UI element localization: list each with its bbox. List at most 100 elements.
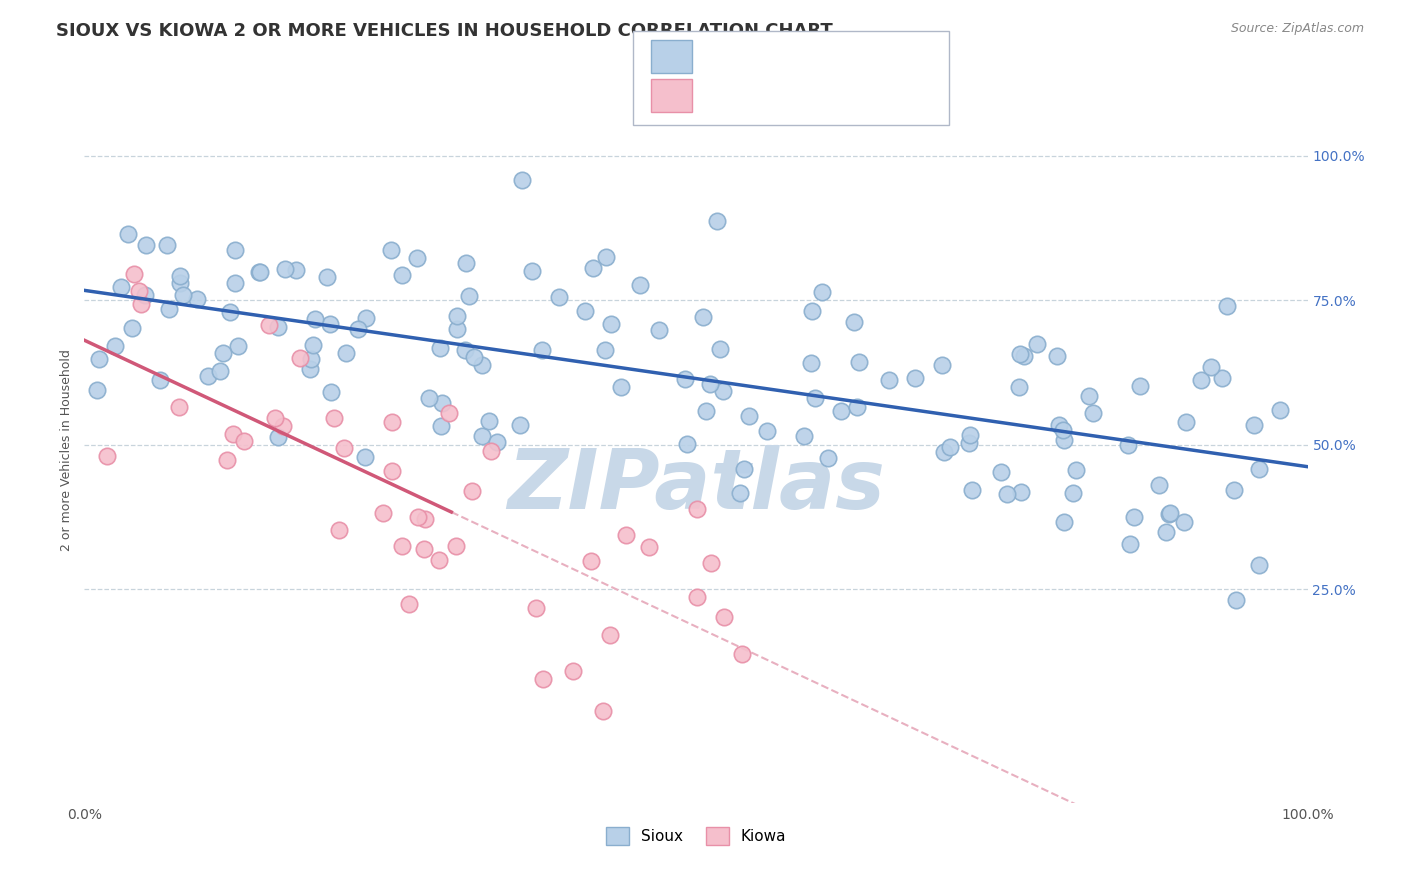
Point [1053,434,1076,448]
Point [412,541,434,556]
Point [939,440,962,454]
Point [648,323,671,337]
Point [96,449,118,463]
Point [1046,349,1069,363]
Point [215,452,238,467]
Point [600,317,623,331]
Point [347,322,370,336]
Point [454,343,477,358]
Point [1047,417,1070,432]
Point [454,255,477,269]
Point [319,384,342,399]
Point [432,396,454,410]
Point [172,287,194,301]
Point [526,600,548,615]
Point [1010,485,1032,500]
Point [628,278,651,293]
Point [1268,403,1291,417]
Point [323,411,346,425]
Point [128,284,150,298]
Point [803,391,825,405]
Y-axis label: 2 or more Vehicles in Household: 2 or more Vehicles in Household [60,350,73,551]
Point [439,406,461,420]
Point [117,227,139,241]
Point [315,269,337,284]
Point [380,244,402,258]
Point [124,267,146,281]
Point [381,415,404,429]
Point [197,369,219,384]
Point [547,290,569,304]
Point [274,261,297,276]
Point [1222,483,1244,497]
Point [479,444,502,458]
Point [520,264,543,278]
Point [574,303,596,318]
Point [302,337,325,351]
Point [186,292,208,306]
Point [149,373,172,387]
Point [478,414,501,428]
Point [224,276,246,290]
Point [995,487,1018,501]
Point [1189,373,1212,387]
Point [156,237,179,252]
Point [167,401,190,415]
Point [1154,525,1177,540]
Point [110,280,132,294]
Point [530,343,553,357]
Point [593,343,616,357]
Point [990,465,1012,479]
Point [730,486,752,500]
Point [711,384,734,399]
Point [209,364,232,378]
Point [1225,593,1247,607]
Legend: Sioux, Kiowa: Sioux, Kiowa [599,821,793,852]
Point [335,346,357,360]
Point [328,523,350,537]
Point [599,628,621,642]
Point [398,598,420,612]
Point [157,302,180,317]
Text: 41: 41 [852,88,879,103]
Point [731,648,754,662]
Point [259,318,281,332]
Point [800,303,823,318]
Point [1064,463,1087,477]
Point [134,287,156,301]
Text: N =: N = [806,49,849,64]
Point [1247,558,1270,572]
Point [121,321,143,335]
Point [561,664,583,678]
Point [319,317,342,331]
Point [486,435,509,450]
Point [381,464,404,478]
Point [1199,359,1222,374]
Point [444,539,467,553]
Point [430,419,453,434]
Point [1175,415,1198,429]
Point [135,238,157,252]
Point [222,426,245,441]
Point [595,250,617,264]
Point [685,502,707,516]
Point [1129,379,1152,393]
Text: ZIPatlas: ZIPatlas [508,445,884,526]
Point [962,483,984,497]
Point [458,289,481,303]
Point [830,403,852,417]
Point [1149,478,1171,492]
Point [104,339,127,353]
Point [446,322,468,336]
Point [957,435,980,450]
Point [169,268,191,283]
Point [219,305,242,319]
Point [271,418,294,433]
Point [706,214,728,228]
Point [169,277,191,291]
Point [695,403,717,417]
Point [692,310,714,325]
Point [301,351,323,366]
Point [700,556,723,570]
Point [284,263,307,277]
